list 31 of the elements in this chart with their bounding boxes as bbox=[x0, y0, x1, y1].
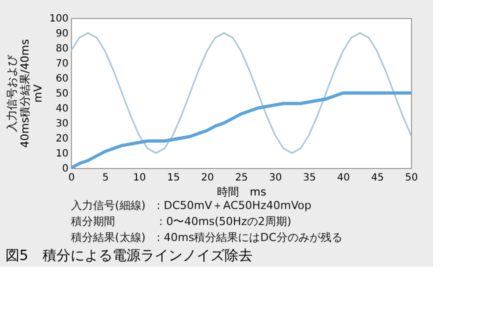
x-tick-label: 25 bbox=[235, 172, 248, 184]
text: 図5 積分による電源ラインノイズ除去 bbox=[5, 248, 252, 264]
text: 40ms積分結果/40ms bbox=[18, 39, 32, 148]
x-tick-label: 50 bbox=[405, 172, 418, 184]
text: 積分結果(太線) : 40ms積分結果にはDC分のみが残る bbox=[71, 231, 342, 244]
y-tick-label: 50 bbox=[56, 88, 68, 100]
text: mV bbox=[31, 84, 44, 103]
x-tick-label: 20 bbox=[201, 172, 214, 184]
x-tick-label: 40 bbox=[337, 172, 350, 184]
x-tick-label: 45 bbox=[371, 172, 384, 184]
text: 入力信号(細線) : DC50mV＋AC50Hz40mVop bbox=[71, 199, 312, 212]
y-tick-label: 40 bbox=[56, 104, 68, 114]
y-tick-label: 20 bbox=[56, 134, 68, 144]
text: 入力信号および bbox=[5, 55, 18, 132]
y-tick-label: 80 bbox=[56, 44, 68, 54]
line-series bbox=[71, 91, 411, 168]
text: 積分期間 : 0〜40ms(50Hzの2周期) bbox=[71, 215, 292, 228]
y-tick-label: 90 bbox=[56, 28, 68, 40]
y-tick-label: 100 bbox=[49, 14, 68, 24]
x-tick-label: 10 bbox=[133, 172, 146, 184]
y-tick-label: 30 bbox=[56, 118, 68, 130]
line-series bbox=[71, 32, 411, 154]
x-tick-label: 5 bbox=[102, 172, 109, 184]
y-tick-label: 10 bbox=[56, 148, 68, 160]
x-axis-title: 時間 ms bbox=[216, 186, 266, 198]
y-tick-label: 0 bbox=[62, 164, 68, 174]
y-tick-label: 60 bbox=[56, 74, 68, 84]
y-tick-label: 70 bbox=[56, 58, 68, 70]
x-tick-label: 35 bbox=[303, 172, 316, 184]
x-tick-label: 30 bbox=[269, 172, 282, 184]
x-tick-label: 15 bbox=[167, 172, 180, 184]
